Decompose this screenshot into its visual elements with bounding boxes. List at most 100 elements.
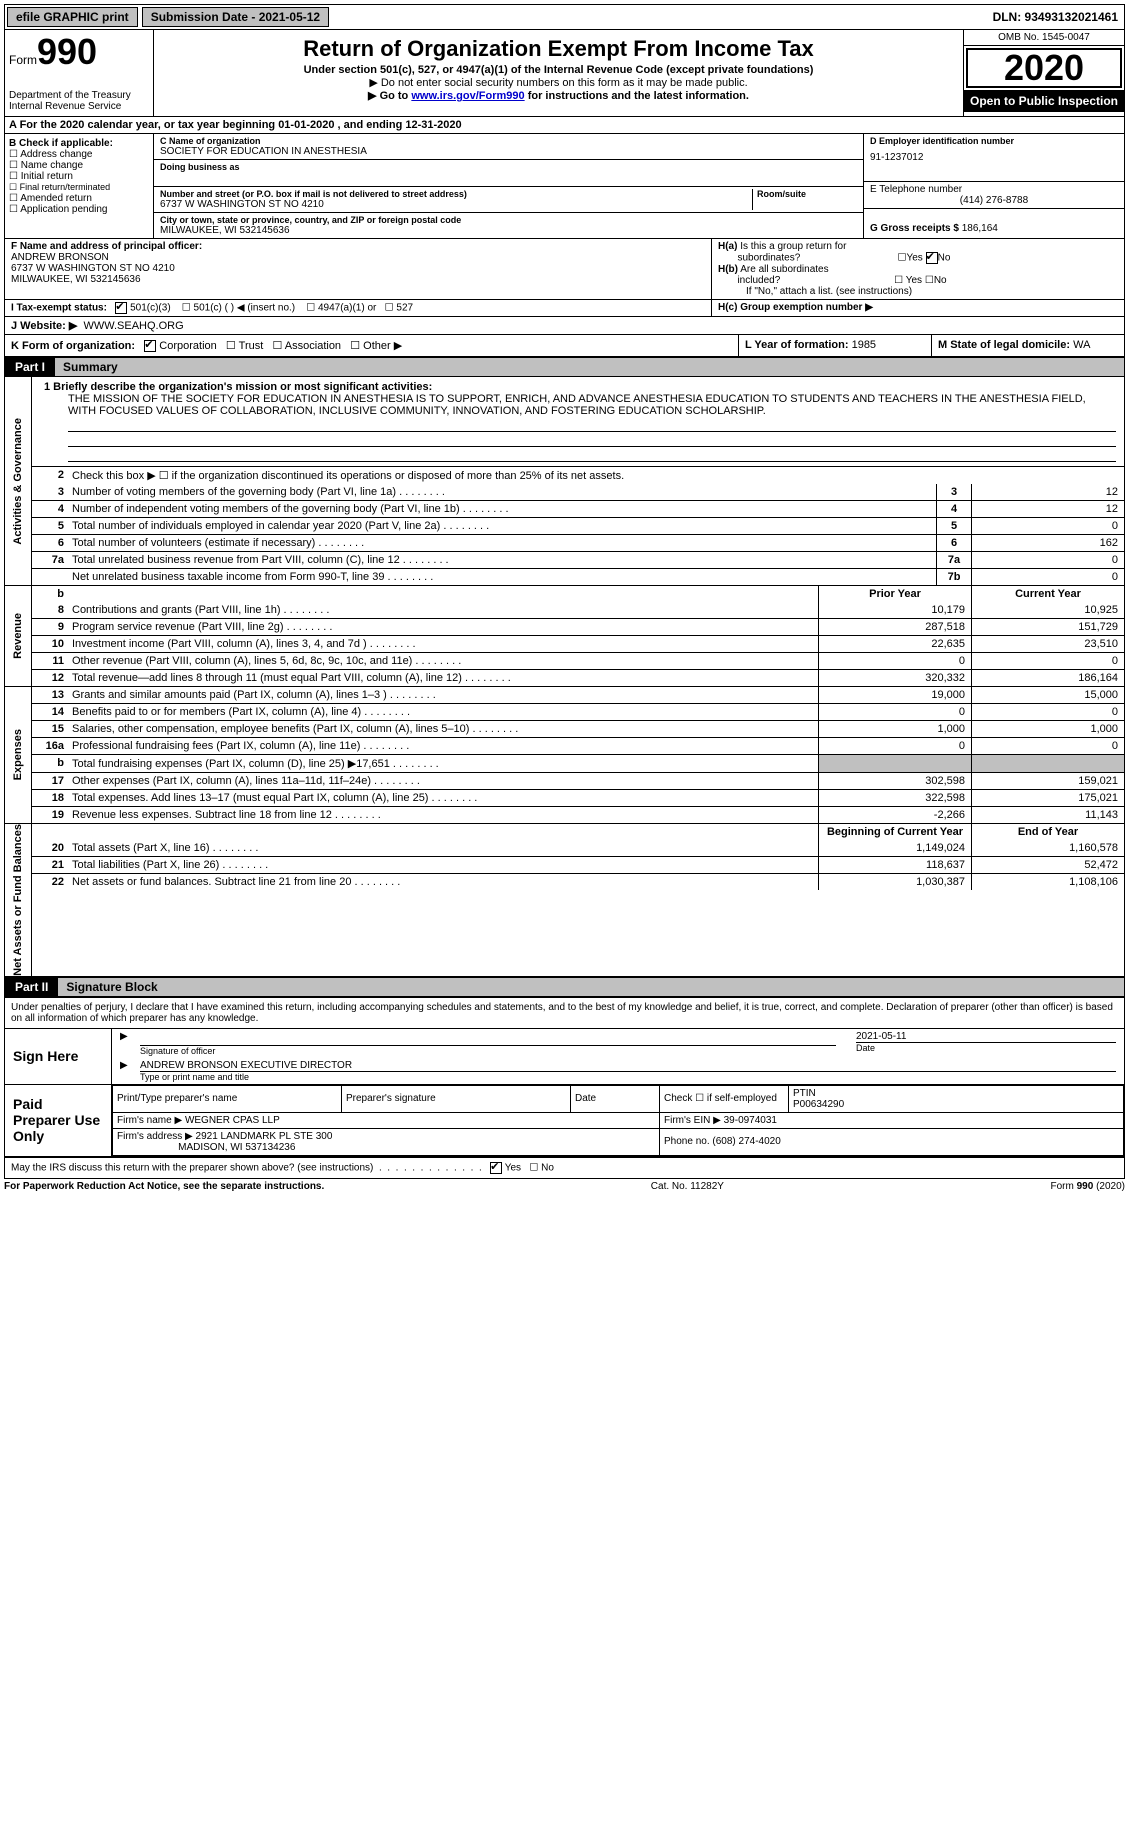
check-address-change[interactable]: ☐ Address change <box>9 149 149 160</box>
firm-addr2: MADISON, WI 537134236 <box>178 1142 295 1153</box>
check-501c3[interactable] <box>115 302 127 314</box>
signature-block: Under penalties of perjury, I declare th… <box>4 997 1125 1179</box>
irs-link[interactable]: www.irs.gov/Form990 <box>411 90 524 102</box>
governance-block: Activities & Governance 1 Briefly descri… <box>4 377 1125 586</box>
ha-no-checkbox[interactable] <box>926 252 938 264</box>
sign-here-row: Sign Here ▶ Signature of officer 2021-05… <box>5 1029 1124 1085</box>
firm-addr-label: Firm's address ▶ <box>117 1131 193 1142</box>
check-corporation[interactable] <box>144 340 156 352</box>
d-ein: D Employer identification number 91-1237… <box>864 134 1124 182</box>
note-goto: ▶ Go to www.irs.gov/Form990 for instruct… <box>158 89 959 102</box>
discuss-text: May the IRS discuss this return with the… <box>11 1163 373 1174</box>
footer-mid: Cat. No. 11282Y <box>324 1181 1050 1192</box>
j-label: J Website: ▶ <box>11 320 77 332</box>
f-officer: F Name and address of principal officer:… <box>5 239 712 299</box>
hc-row: H(c) Group exemption number ▶ <box>712 300 1124 316</box>
line-16a: 16aProfessional fundraising fees (Part I… <box>32 737 1124 754</box>
part1-tab: Part I <box>5 358 55 376</box>
begin-year-header: Beginning of Current Year <box>818 824 971 840</box>
department: Department of the TreasuryInternal Reven… <box>9 90 149 112</box>
part1-header: Part I Summary <box>4 357 1125 377</box>
part2-title: Signature Block <box>58 978 1124 996</box>
check-name-change[interactable]: ☐ Name change <box>9 160 149 171</box>
f-addr2: MILWAUKEE, WI 532145636 <box>11 274 705 285</box>
line-9: 9Program service revenue (Part VIII, lin… <box>32 618 1124 635</box>
dba-label: Doing business as <box>160 162 857 172</box>
addr-label: Number and street (or P.O. box if mail i… <box>160 189 752 199</box>
discuss-yes-checkbox[interactable] <box>490 1162 502 1174</box>
g-receipts: G Gross receipts $ 186,164 <box>864 209 1124 236</box>
ha-row: H(a) Is this a group return for subordin… <box>718 241 1118 264</box>
efile-print-button[interactable]: efile GRAPHIC print <box>7 7 138 27</box>
section-k: K Form of organization: Corporation ☐ Tr… <box>4 335 1125 357</box>
check-final-return[interactable]: ☐ Final return/terminated <box>9 182 149 193</box>
governance-vert-label: Activities & Governance <box>5 377 32 585</box>
mission-blank1 <box>68 417 1116 432</box>
g-value: 186,164 <box>962 223 998 234</box>
check-initial-return[interactable]: ☐ Initial return <box>9 171 149 182</box>
line-8: 8Contributions and grants (Part VIII, li… <box>32 602 1124 618</box>
section-b-block: B Check if applicable: ☐ Address change … <box>4 134 1125 238</box>
line-4: 4Number of independent voting members of… <box>32 500 1124 517</box>
expenses-vert-label: Expenses <box>5 687 32 823</box>
e-label: E Telephone number <box>870 184 1118 195</box>
perjury-statement: Under penalties of perjury, I declare th… <box>5 998 1124 1029</box>
address-row: Number and street (or P.O. box if mail i… <box>154 187 863 213</box>
room-label: Room/suite <box>757 189 857 199</box>
hb-note: If "No," attach a list. (see instruction… <box>718 286 1118 297</box>
col-c-block: C Name of organization SOCIETY FOR EDUCA… <box>154 134 863 238</box>
revenue-col-headers: b Prior Year Current Year <box>32 586 1124 602</box>
line-21: 21Total liabilities (Part X, line 26)118… <box>32 856 1124 873</box>
check-self-employed[interactable]: Check ☐ if self-employed <box>660 1085 789 1112</box>
revenue-vert-label: Revenue <box>5 586 32 686</box>
form-header: Form990 Department of the TreasuryIntern… <box>4 30 1125 117</box>
current-year-header: Current Year <box>971 586 1124 602</box>
sig-date: 2021-05-11 <box>856 1031 1116 1043</box>
ptin-label: PTIN <box>793 1088 816 1099</box>
footer-right: Form 990 (2020) <box>1051 1181 1125 1192</box>
line-3: 3Number of voting members of the governi… <box>32 484 1124 500</box>
line-6: 6Total number of volunteers (estimate if… <box>32 534 1124 551</box>
f-label: F Name and address of principal officer: <box>11 241 705 252</box>
dln: DLN: 93493132021461 <box>993 10 1124 24</box>
end-year-header: End of Year <box>971 824 1124 840</box>
line-12: 12Total revenue—add lines 8 through 11 (… <box>32 669 1124 686</box>
note-ssn: ▶ Do not enter social security numbers o… <box>158 76 959 89</box>
line-22: 22Net assets or fund balances. Subtract … <box>32 873 1124 890</box>
check-amended[interactable]: ☐ Amended return <box>9 193 149 204</box>
sig-officer-label: Signature of officer <box>140 1046 836 1056</box>
part2-tab: Part II <box>5 978 58 996</box>
line-18: 18Total expenses. Add lines 13–17 (must … <box>32 789 1124 806</box>
form-subtitle: Under section 501(c), 527, or 4947(a)(1)… <box>158 64 959 76</box>
check-application-pending[interactable]: ☐ Application pending <box>9 204 149 215</box>
expenses-block: Expenses 13Grants and similar amounts pa… <box>4 687 1125 824</box>
paid-preparer-label: Paid Preparer Use Only <box>5 1085 112 1156</box>
mission-text: THE MISSION OF THE SOCIETY FOR EDUCATION… <box>68 393 1116 417</box>
city-label: City or town, state or province, country… <box>160 215 857 225</box>
form-title: Return of Organization Exempt From Incom… <box>158 36 959 62</box>
line-5: 5Total number of individuals employed in… <box>32 517 1124 534</box>
sig-date-label: Date <box>856 1043 1116 1053</box>
phone-value: (608) 274-4020 <box>712 1136 780 1147</box>
line-7b: Net unrelated business taxable income fr… <box>32 568 1124 585</box>
header-right: OMB No. 1545-0047 2020 Open to Public In… <box>963 30 1124 116</box>
col-d-block: D Employer identification number 91-1237… <box>863 134 1124 238</box>
line-20: 20Total assets (Part X, line 16)1,149,02… <box>32 840 1124 856</box>
mission-blank3 <box>68 447 1116 462</box>
tax-year: 2020 <box>966 48 1122 88</box>
firm-ein-label: Firm's EIN ▶ <box>664 1115 721 1126</box>
officer-name-title: ANDREW BRONSON EXECUTIVE DIRECTOR <box>140 1060 1116 1072</box>
f-name: ANDREW BRONSON <box>11 252 705 263</box>
mission-blank2 <box>68 432 1116 447</box>
prep-sig-label: Preparer's signature <box>342 1085 571 1112</box>
phone-label: Phone no. <box>664 1136 710 1147</box>
netassets-vert-label: Net Assets or Fund Balances <box>5 824 32 976</box>
line-14: 14Benefits paid to or for members (Part … <box>32 703 1124 720</box>
i-tax-exempt: I Tax-exempt status: 501(c)(3) ☐ 501(c) … <box>5 300 712 316</box>
submission-date: Submission Date - 2021-05-12 <box>142 7 329 27</box>
city-value: MILWAUKEE, WI 532145636 <box>160 225 857 236</box>
footer-left: For Paperwork Reduction Act Notice, see … <box>4 1181 324 1192</box>
section-j: J Website: ▶ WWW.SEAHQ.ORG <box>4 317 1125 335</box>
discuss-row: May the IRS discuss this return with the… <box>5 1157 1124 1178</box>
hb-row: H(b) Are all subordinates included? ☐ Ye… <box>718 264 1118 286</box>
